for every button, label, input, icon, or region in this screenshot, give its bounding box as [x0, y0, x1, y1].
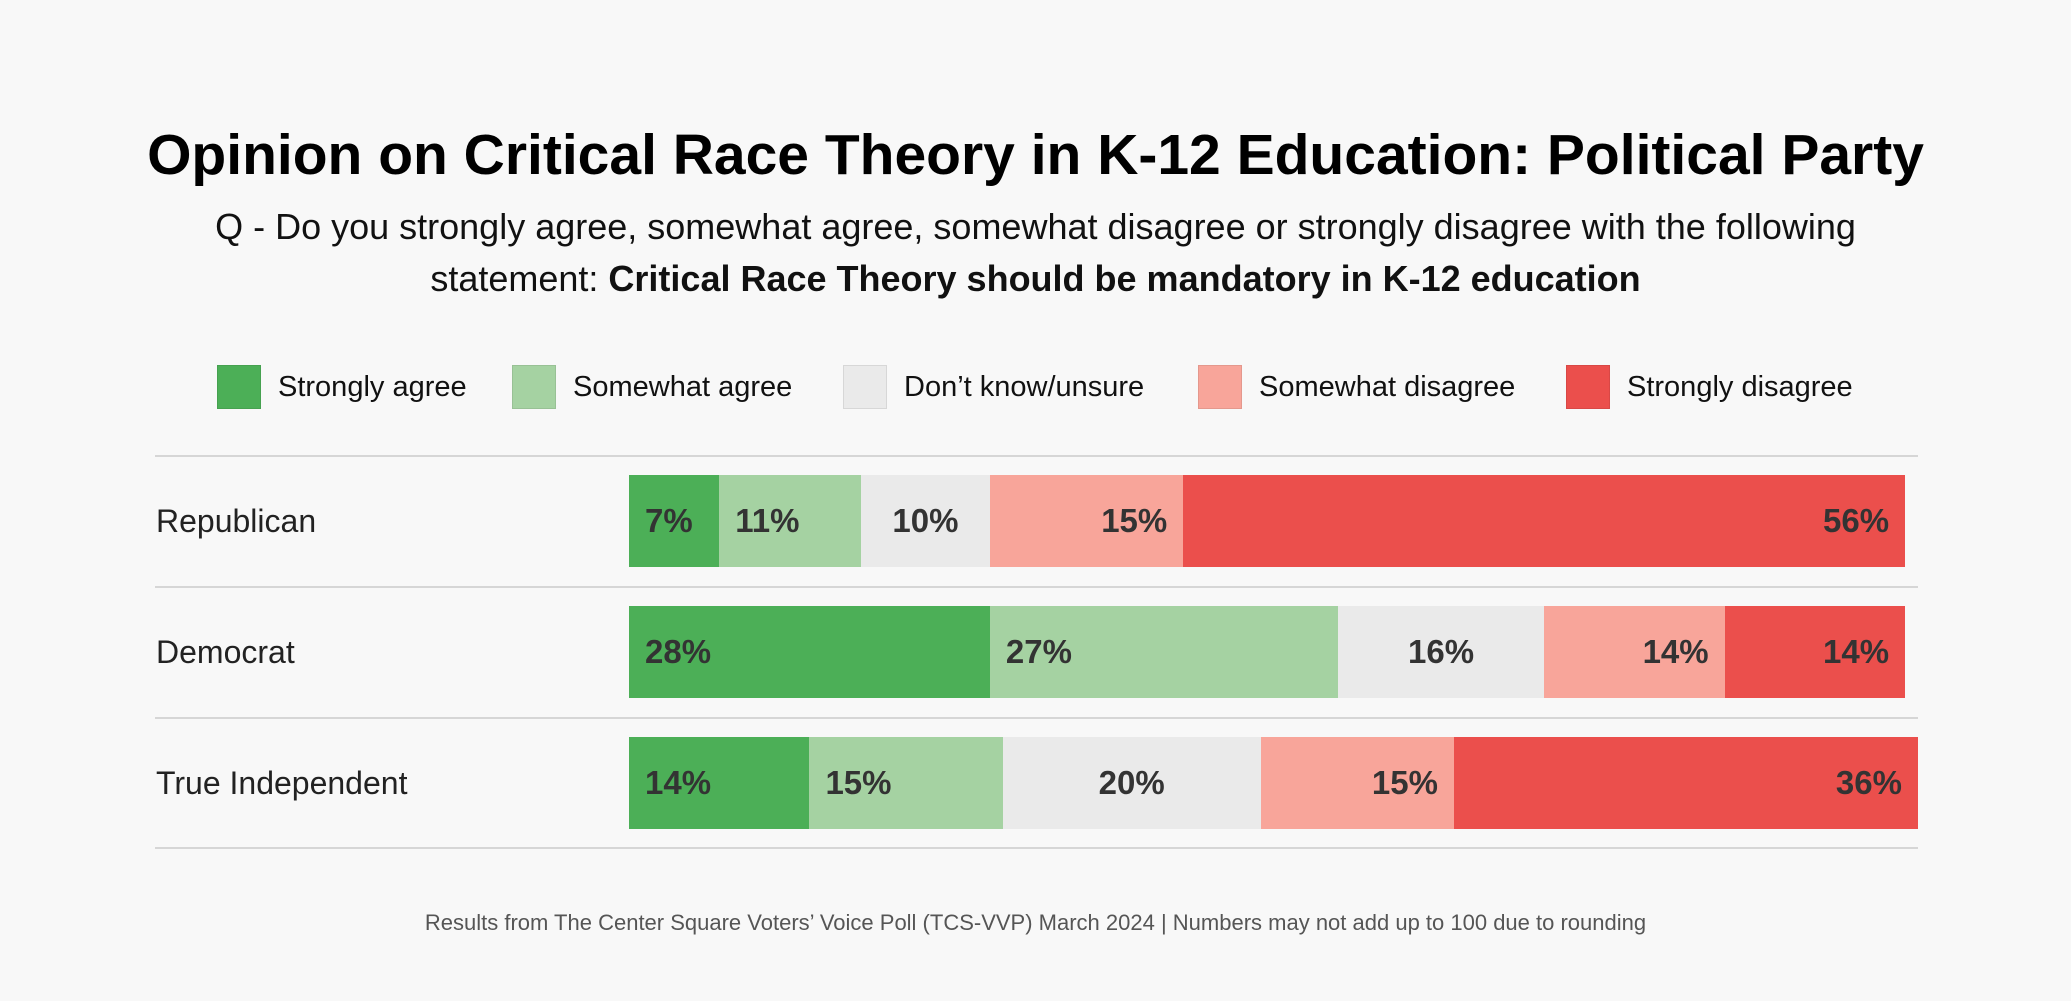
bar-segment: 27% — [989, 606, 1338, 698]
bar-segment: 14% — [1544, 606, 1725, 698]
legend-item: Strongly agree — [217, 364, 467, 410]
legend-swatch — [843, 365, 887, 409]
row-divider — [155, 847, 1918, 849]
bar-segment: 28% — [629, 606, 990, 698]
data-label: 27% — [1005, 633, 1072, 670]
legend-item: Don’t know/unsure — [843, 364, 1144, 410]
bar-segment: 16% — [1337, 606, 1545, 698]
data-label: 16% — [1408, 633, 1475, 670]
bar-segment: 14% — [1724, 606, 1906, 698]
legend-swatch — [217, 365, 261, 409]
legend-label: Don’t know/unsure — [904, 370, 1145, 403]
category-label: True Independent — [156, 765, 408, 801]
data-label: 14% — [645, 764, 712, 801]
data-label: 56% — [1823, 502, 1890, 539]
bar-segment: 15% — [1260, 737, 1454, 829]
data-label: 20% — [1098, 764, 1165, 801]
data-label: 15% — [1371, 764, 1438, 801]
bar-segment: 10% — [861, 475, 990, 567]
bar-segment: 15% — [989, 475, 1184, 567]
bar-segment: 14% — [629, 737, 810, 829]
data-label: 15% — [1101, 502, 1168, 539]
legend-label: Somewhat disagree — [1259, 370, 1516, 403]
bar-segment: 7% — [629, 475, 720, 567]
bar-segment: 56% — [1183, 475, 1906, 567]
bar-segment: 11% — [719, 475, 861, 567]
footer-note: Results from The Center Square Voters’ V… — [424, 910, 1647, 935]
data-label: 11% — [735, 502, 800, 539]
legend-swatch — [1198, 365, 1242, 409]
data-label: 15% — [825, 764, 892, 801]
row-divider — [155, 717, 1918, 719]
bar-segment: 20% — [1002, 737, 1261, 829]
row-divider — [155, 586, 1918, 588]
statement-text: Critical Race Theory should be mandatory… — [608, 258, 1641, 299]
data-label: 28% — [645, 633, 712, 670]
data-label: 14% — [1642, 633, 1709, 670]
data-label: 14% — [1823, 633, 1890, 670]
legend-label: Strongly agree — [278, 370, 467, 403]
chart-subtitle-question: Q - Do you strongly agree, somewhat agre… — [215, 206, 1856, 247]
bar-segment: 36% — [1453, 737, 1918, 829]
data-label: 10% — [892, 502, 959, 539]
legend-swatch — [512, 365, 556, 409]
bar-segment: 15% — [809, 737, 1003, 829]
legend-swatch — [1566, 365, 1610, 409]
statement-prefix: statement: — [430, 258, 609, 299]
chart-title: Opinion on Critical Race Theory in K-12 … — [147, 123, 1924, 187]
legend-item: Strongly disagree — [1566, 364, 1853, 410]
legend-item: Somewhat disagree — [1198, 364, 1515, 410]
row-divider — [155, 455, 1918, 457]
data-label: 36% — [1835, 764, 1902, 801]
legend-label: Strongly disagree — [1627, 370, 1853, 403]
legend-label: Somewhat agree — [573, 370, 793, 403]
category-label: Democrat — [156, 634, 295, 670]
chart-subtitle-statement: statement: Critical Race Theory should b… — [0, 258, 2071, 300]
category-label: Republican — [156, 503, 317, 539]
data-label: 7% — [645, 502, 693, 539]
legend-item: Somewhat agree — [512, 364, 792, 410]
